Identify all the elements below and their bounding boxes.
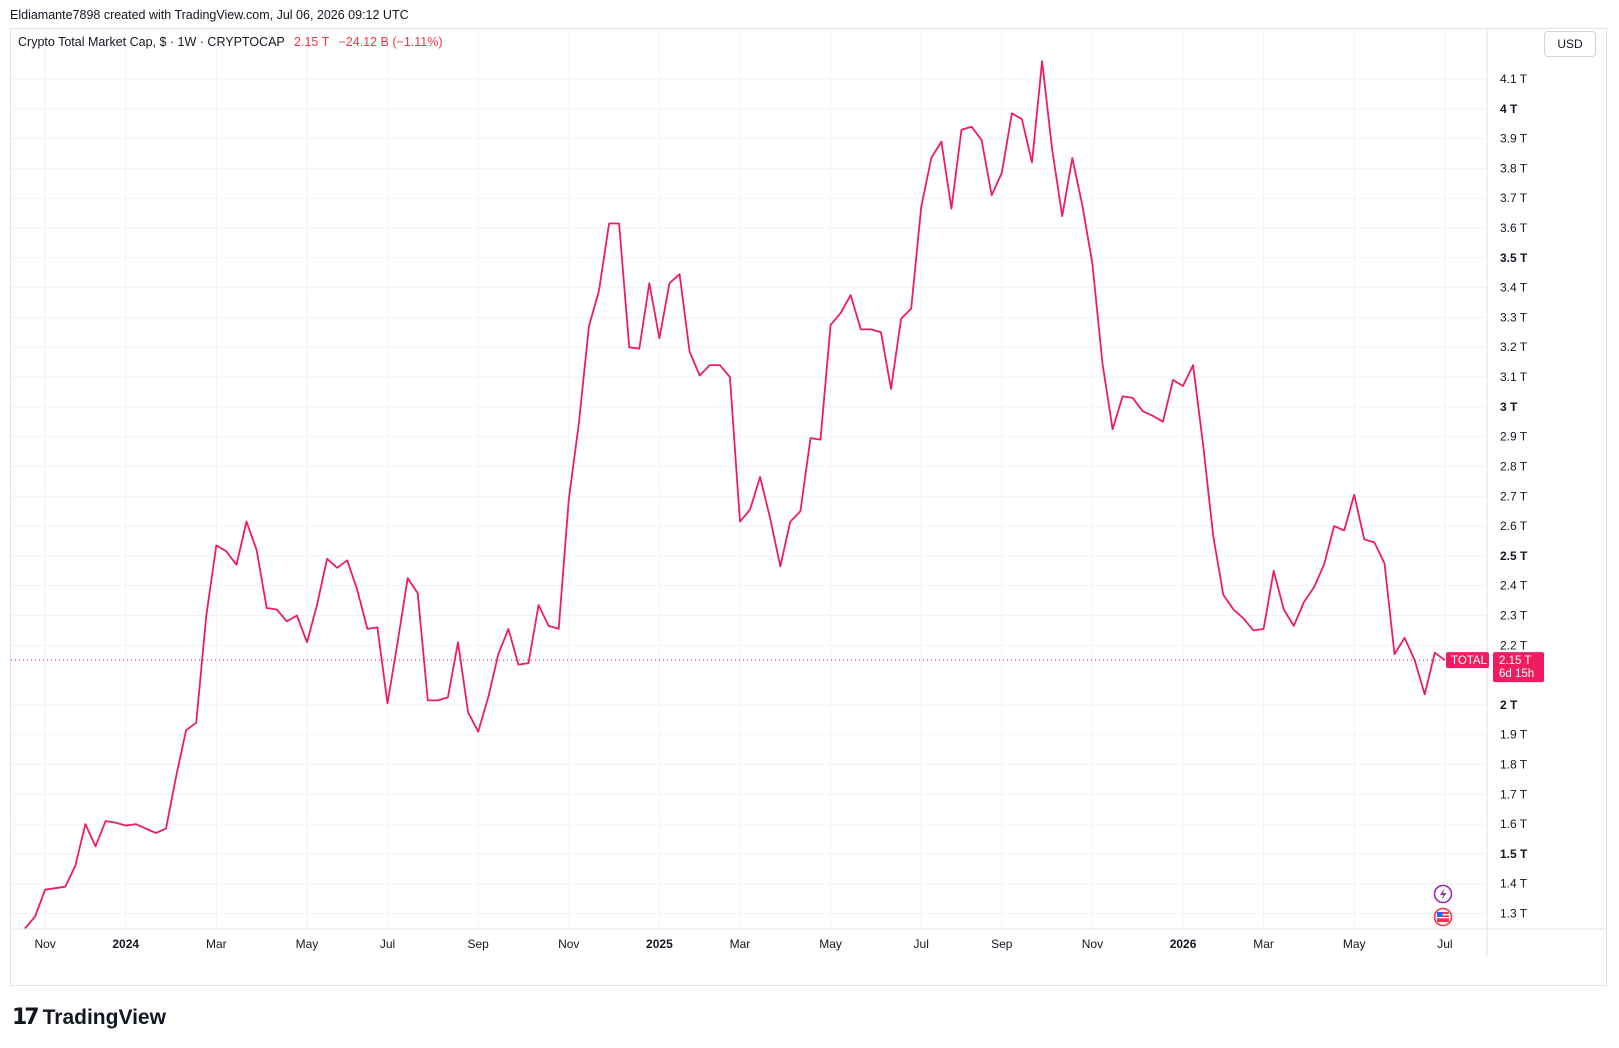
y-tick-label: 1.5 T: [1500, 847, 1528, 861]
currency-button[interactable]: USD: [1544, 31, 1596, 57]
y-tick-label: 1.3 T: [1500, 907, 1528, 921]
x-tick-label: May: [819, 937, 842, 951]
y-tick-label: 3.3 T: [1500, 310, 1528, 324]
grid-lines: [11, 29, 1606, 957]
countdown-tag-label: 6d 15h: [1499, 668, 1534, 680]
y-tick-label: 4 T: [1500, 102, 1518, 116]
chart-legend-header: Crypto Total Market Cap, $ · 1W · CRYPTO…: [18, 35, 443, 49]
y-tick-label: 3.4 T: [1500, 281, 1528, 295]
series-line-total-market-cap: [24, 60, 1446, 929]
tradingview-logo-text: TradingView: [42, 1005, 166, 1029]
x-tick-label: 2024: [112, 937, 139, 951]
x-tick-label: Mar: [730, 937, 751, 951]
y-tick-label: 1.6 T: [1500, 817, 1528, 831]
y-tick-label: 1.4 T: [1500, 877, 1528, 891]
y-tick-label: 3.8 T: [1500, 161, 1528, 175]
y-tick-label: 2.3 T: [1500, 608, 1528, 622]
value-tag-label: 2.15 T: [1499, 655, 1531, 667]
value-tag-bg: [1493, 652, 1544, 683]
x-tick-label: Nov: [1082, 937, 1103, 951]
y-axis-labels: 4.1 T 4 T 3.9 T 3.8 T 3.7 T 3.6 T 3.5 T 3.4 T 3.…: [1500, 72, 1528, 921]
y-tick-label: 1.9 T: [1500, 728, 1528, 742]
price-change: −24.12 B (−1.11%): [338, 35, 443, 49]
x-tick-label: Mar: [1253, 937, 1274, 951]
lightning-icon[interactable]: [1433, 884, 1453, 904]
x-axis-labels: Nov 2024 Mar May Jul Sep Nov 2025 Mar May Jul Sep No…: [34, 937, 1452, 951]
symbol-title: Crypto Total Market Cap, $ · 1W · CRYPTO…: [18, 35, 285, 49]
y-tick-label: 2.2 T: [1500, 638, 1528, 652]
ticker-tag-label: TOTAL: [1451, 655, 1488, 667]
y-tick-label: 3 T: [1500, 400, 1518, 414]
us-flag-icon[interactable]: [1433, 907, 1453, 927]
y-tick-label: 4.1 T: [1500, 72, 1528, 86]
y-tick-label: 2.9 T: [1500, 430, 1528, 444]
y-tick-label: 3.7 T: [1500, 191, 1528, 205]
y-tick-label: 3.6 T: [1500, 221, 1528, 235]
x-tick-label: Mar: [206, 937, 227, 951]
x-tick-label: Jul: [1437, 937, 1452, 951]
x-tick-label: Jul: [914, 937, 929, 951]
x-tick-label: 2026: [1170, 937, 1197, 951]
y-tick-label: 2.7 T: [1500, 489, 1528, 503]
x-tick-label: Nov: [558, 937, 579, 951]
y-tick-label: 2 T: [1500, 698, 1518, 712]
y-tick-label: 3.2 T: [1500, 340, 1528, 354]
y-tick-label: 2.6 T: [1500, 519, 1528, 533]
last-value: 2.15 T: [294, 35, 330, 49]
x-tick-label: Sep: [467, 937, 489, 951]
last-price-tag: TOTAL 2.15 T 6d 15h: [1446, 652, 1544, 683]
y-tick-label: 3.9 T: [1500, 132, 1528, 146]
y-tick-label: 2.8 T: [1500, 459, 1528, 473]
attribution-text: Eldiamante7898 created with TradingView.…: [10, 8, 409, 22]
x-tick-label: Sep: [991, 937, 1013, 951]
tradingview-logo[interactable]: 17 TradingView: [12, 1005, 166, 1030]
x-tick-label: Jul: [380, 937, 395, 951]
y-tick-label: 1.7 T: [1500, 787, 1528, 801]
y-tick-label: 3.1 T: [1500, 370, 1528, 384]
ticker-tag-bg: [1446, 652, 1489, 669]
y-tick-label: 2.4 T: [1500, 579, 1528, 593]
x-tick-label: 2025: [646, 937, 673, 951]
x-tick-label: May: [296, 937, 319, 951]
tradingview-logo-icon: 17: [12, 1005, 40, 1030]
y-tick-label: 1.8 T: [1500, 757, 1528, 771]
y-tick-label: 3.5 T: [1500, 251, 1528, 265]
chart-frame: [10, 28, 1607, 986]
x-tick-label: Nov: [34, 937, 55, 951]
y-tick-label: 2.5 T: [1500, 549, 1528, 563]
x-tick-label: May: [1343, 937, 1366, 951]
